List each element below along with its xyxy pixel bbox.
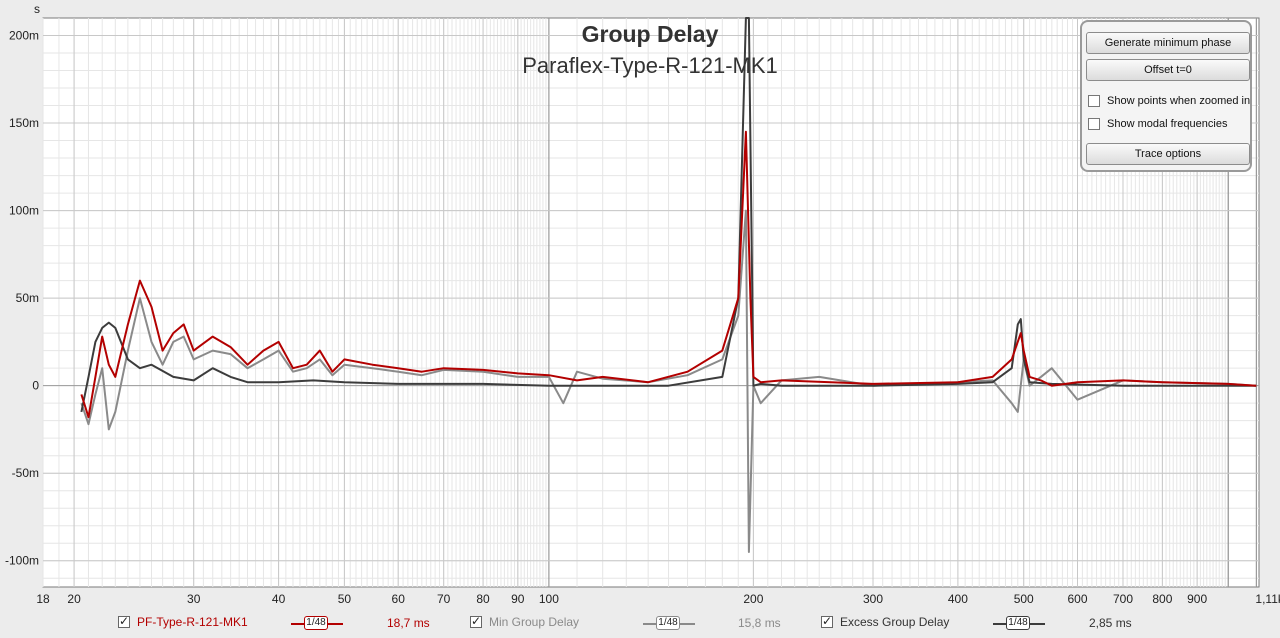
show-modal-label: Show modal frequencies — [1107, 118, 1228, 130]
chart-subtitle: Paraflex-Type-R-121-MK1 — [522, 53, 778, 78]
y-tick-label: 50m — [16, 291, 39, 305]
x-tick-label: 400 — [948, 592, 968, 606]
legend-label: Min Group Delay — [489, 615, 580, 629]
y-tick-label: -50m — [12, 466, 39, 480]
y-tick-label: 200m — [9, 29, 39, 43]
x-tick-label: 30 — [187, 592, 201, 606]
y-tick-label: -100m — [5, 554, 39, 568]
series-line-1 — [80, 209, 1257, 553]
x-tick-label: 60 — [392, 592, 406, 606]
x-tick-label: 300 — [863, 592, 883, 606]
x-tick-label: 20 — [67, 592, 81, 606]
x-tick-label: 200 — [743, 592, 763, 606]
x-tick-label: 50 — [338, 592, 352, 606]
legend-label: Excess Group Delay — [840, 615, 950, 629]
x-tick-label: 40 — [272, 592, 286, 606]
legend-value: 2,85 ms — [1089, 616, 1132, 630]
x-tick-label: 900 — [1187, 592, 1207, 606]
generate-min-phase-button[interactable]: Generate minimum phase — [1086, 32, 1250, 54]
series-line-0 — [80, 130, 1257, 419]
series-line-2 — [80, 17, 1257, 413]
x-tick-label: 500 — [1014, 592, 1034, 606]
x-tick-label: 100 — [539, 592, 559, 606]
x-tick-label: 800 — [1152, 592, 1172, 606]
plot-area[interactable] — [42, 17, 1260, 588]
x-tick-label: 80 — [476, 592, 490, 606]
legend-label: PF-Type-R-121-MK1 — [137, 615, 248, 629]
smoothing-selector[interactable]: 1/48 — [656, 616, 680, 630]
x-tick-label: 18 — [36, 592, 50, 606]
x-tick-label: 70 — [437, 592, 451, 606]
trace-options-button[interactable]: Trace options — [1086, 143, 1250, 165]
x-tick-label: 1,11kHz — [1255, 592, 1280, 606]
legend-checkbox[interactable] — [118, 614, 130, 628]
y-tick-label: 0 — [32, 379, 39, 393]
legend-checkbox[interactable] — [821, 614, 833, 628]
x-tick-label: 90 — [511, 592, 525, 606]
legend-item-min-group-delay[interactable]: Min Group Delay — [470, 614, 580, 629]
legend-value: 15,8 ms — [738, 616, 781, 630]
checkbox-icon[interactable] — [1088, 118, 1100, 130]
smoothing-selector[interactable]: 1/48 — [304, 616, 328, 630]
options-panel: Generate minimum phase Offset t=0 Show p… — [1080, 20, 1252, 172]
show-points-checkbox[interactable]: Show points when zoomed in — [1088, 95, 1250, 107]
offset-button[interactable]: Offset t=0 — [1086, 59, 1250, 81]
legend-item-excess-group-delay[interactable]: Excess Group Delay — [821, 614, 950, 629]
chart-title: Group Delay — [582, 21, 719, 47]
checkbox-icon[interactable] — [1088, 95, 1100, 107]
tick-labels: 18 20 30 40 50 60 70 80 90 100 200 300 400 500 600 700 8… — [5, 29, 1280, 606]
x-tick-label: 600 — [1067, 592, 1087, 606]
show-modal-checkbox[interactable]: Show modal frequencies — [1088, 118, 1227, 130]
legend-item-measurement[interactable]: PF-Type-R-121-MK1 — [118, 614, 248, 629]
y-tick-label: 150m — [9, 116, 39, 130]
legend-value: 18,7 ms — [387, 616, 430, 630]
y-axis-unit: s — [34, 2, 40, 16]
series-layer — [80, 17, 1257, 553]
smoothing-selector[interactable]: 1/48 — [1006, 616, 1030, 630]
y-tick-label: 100m — [9, 204, 39, 218]
show-points-label: Show points when zoomed in — [1107, 95, 1251, 107]
legend-checkbox[interactable] — [470, 614, 482, 628]
x-tick-label: 700 — [1113, 592, 1133, 606]
